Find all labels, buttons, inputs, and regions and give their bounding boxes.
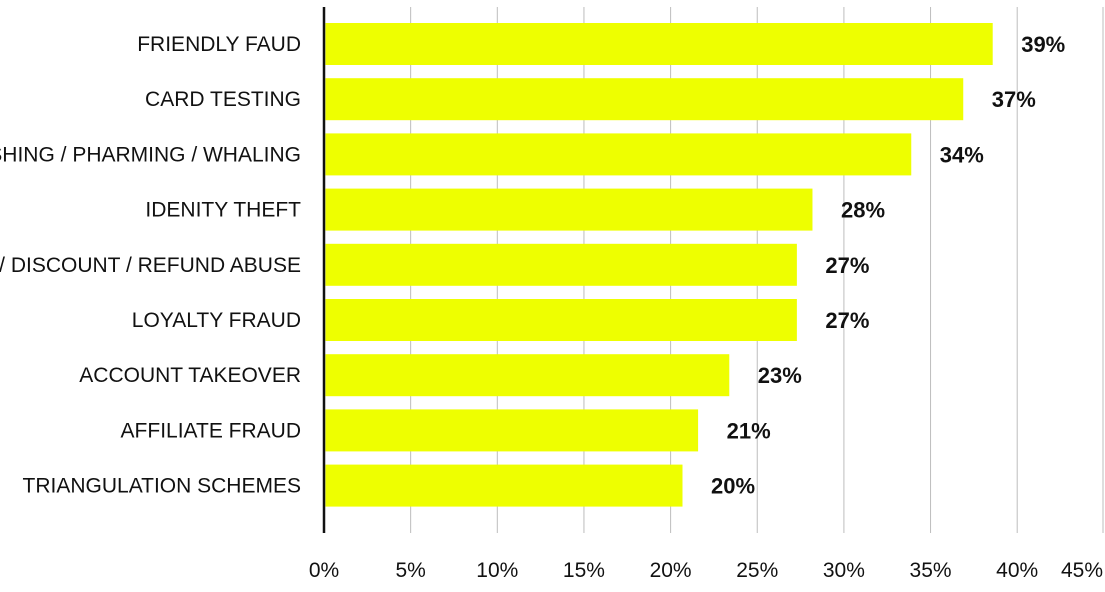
x-tick-label: 45% (1061, 559, 1103, 582)
bar (325, 23, 993, 65)
category-label: CARD TESTING (145, 88, 301, 111)
category-label: AFFILIATE FRAUD (121, 419, 301, 442)
x-tick-label: 15% (563, 559, 605, 582)
bar (325, 299, 797, 341)
bar (325, 464, 683, 507)
category-label: COUPON / DISCOUNT / REFUND ABUSE (0, 254, 301, 277)
x-tick-label: 40% (996, 559, 1038, 582)
bar (325, 188, 813, 231)
bars (325, 23, 993, 507)
x-tick-label: 35% (910, 559, 952, 582)
value-label: 27% (825, 308, 869, 333)
category-label: LOYALTY FRAUD (132, 309, 301, 332)
x-tick-label: 5% (395, 559, 425, 582)
value-label: 20% (711, 474, 755, 499)
category-labels: FRIENDLY FAUD CARD TESTING PHISHING / PHAR… (0, 33, 301, 498)
x-axis-tick-labels: 0% 5% 10% 15% 20% 25% 30% 35% 40% 45% (309, 559, 1103, 582)
bar (325, 409, 699, 452)
bar (325, 78, 964, 121)
category-label: FRIENDLY FAUD (137, 33, 301, 56)
x-tick-label: 20% (650, 559, 692, 582)
category-label: PHISHING / PHARMING / WHALING (0, 143, 301, 166)
value-labels: 39% 37% 34% 28% 27% 27% 23% 21% 20% (711, 32, 1065, 499)
value-label: 27% (825, 253, 869, 278)
bar (325, 354, 730, 397)
category-label: IDENITY THEFT (145, 199, 301, 222)
bar (325, 133, 912, 176)
value-label: 34% (940, 142, 984, 167)
value-label: 28% (841, 198, 885, 223)
value-label: 39% (1021, 32, 1065, 57)
x-tick-label: 30% (823, 559, 865, 582)
x-tick-label: 10% (476, 559, 518, 582)
value-label: 23% (758, 363, 802, 388)
value-label: 37% (992, 87, 1036, 112)
x-tick-label: 25% (736, 559, 778, 582)
bar (325, 243, 797, 286)
category-label: ACCOUNT TAKEOVER (79, 364, 301, 387)
value-label: 21% (727, 418, 771, 443)
category-label: TRIANGULATION SCHEMES (23, 475, 301, 498)
x-tick-label: 0% (309, 559, 339, 582)
